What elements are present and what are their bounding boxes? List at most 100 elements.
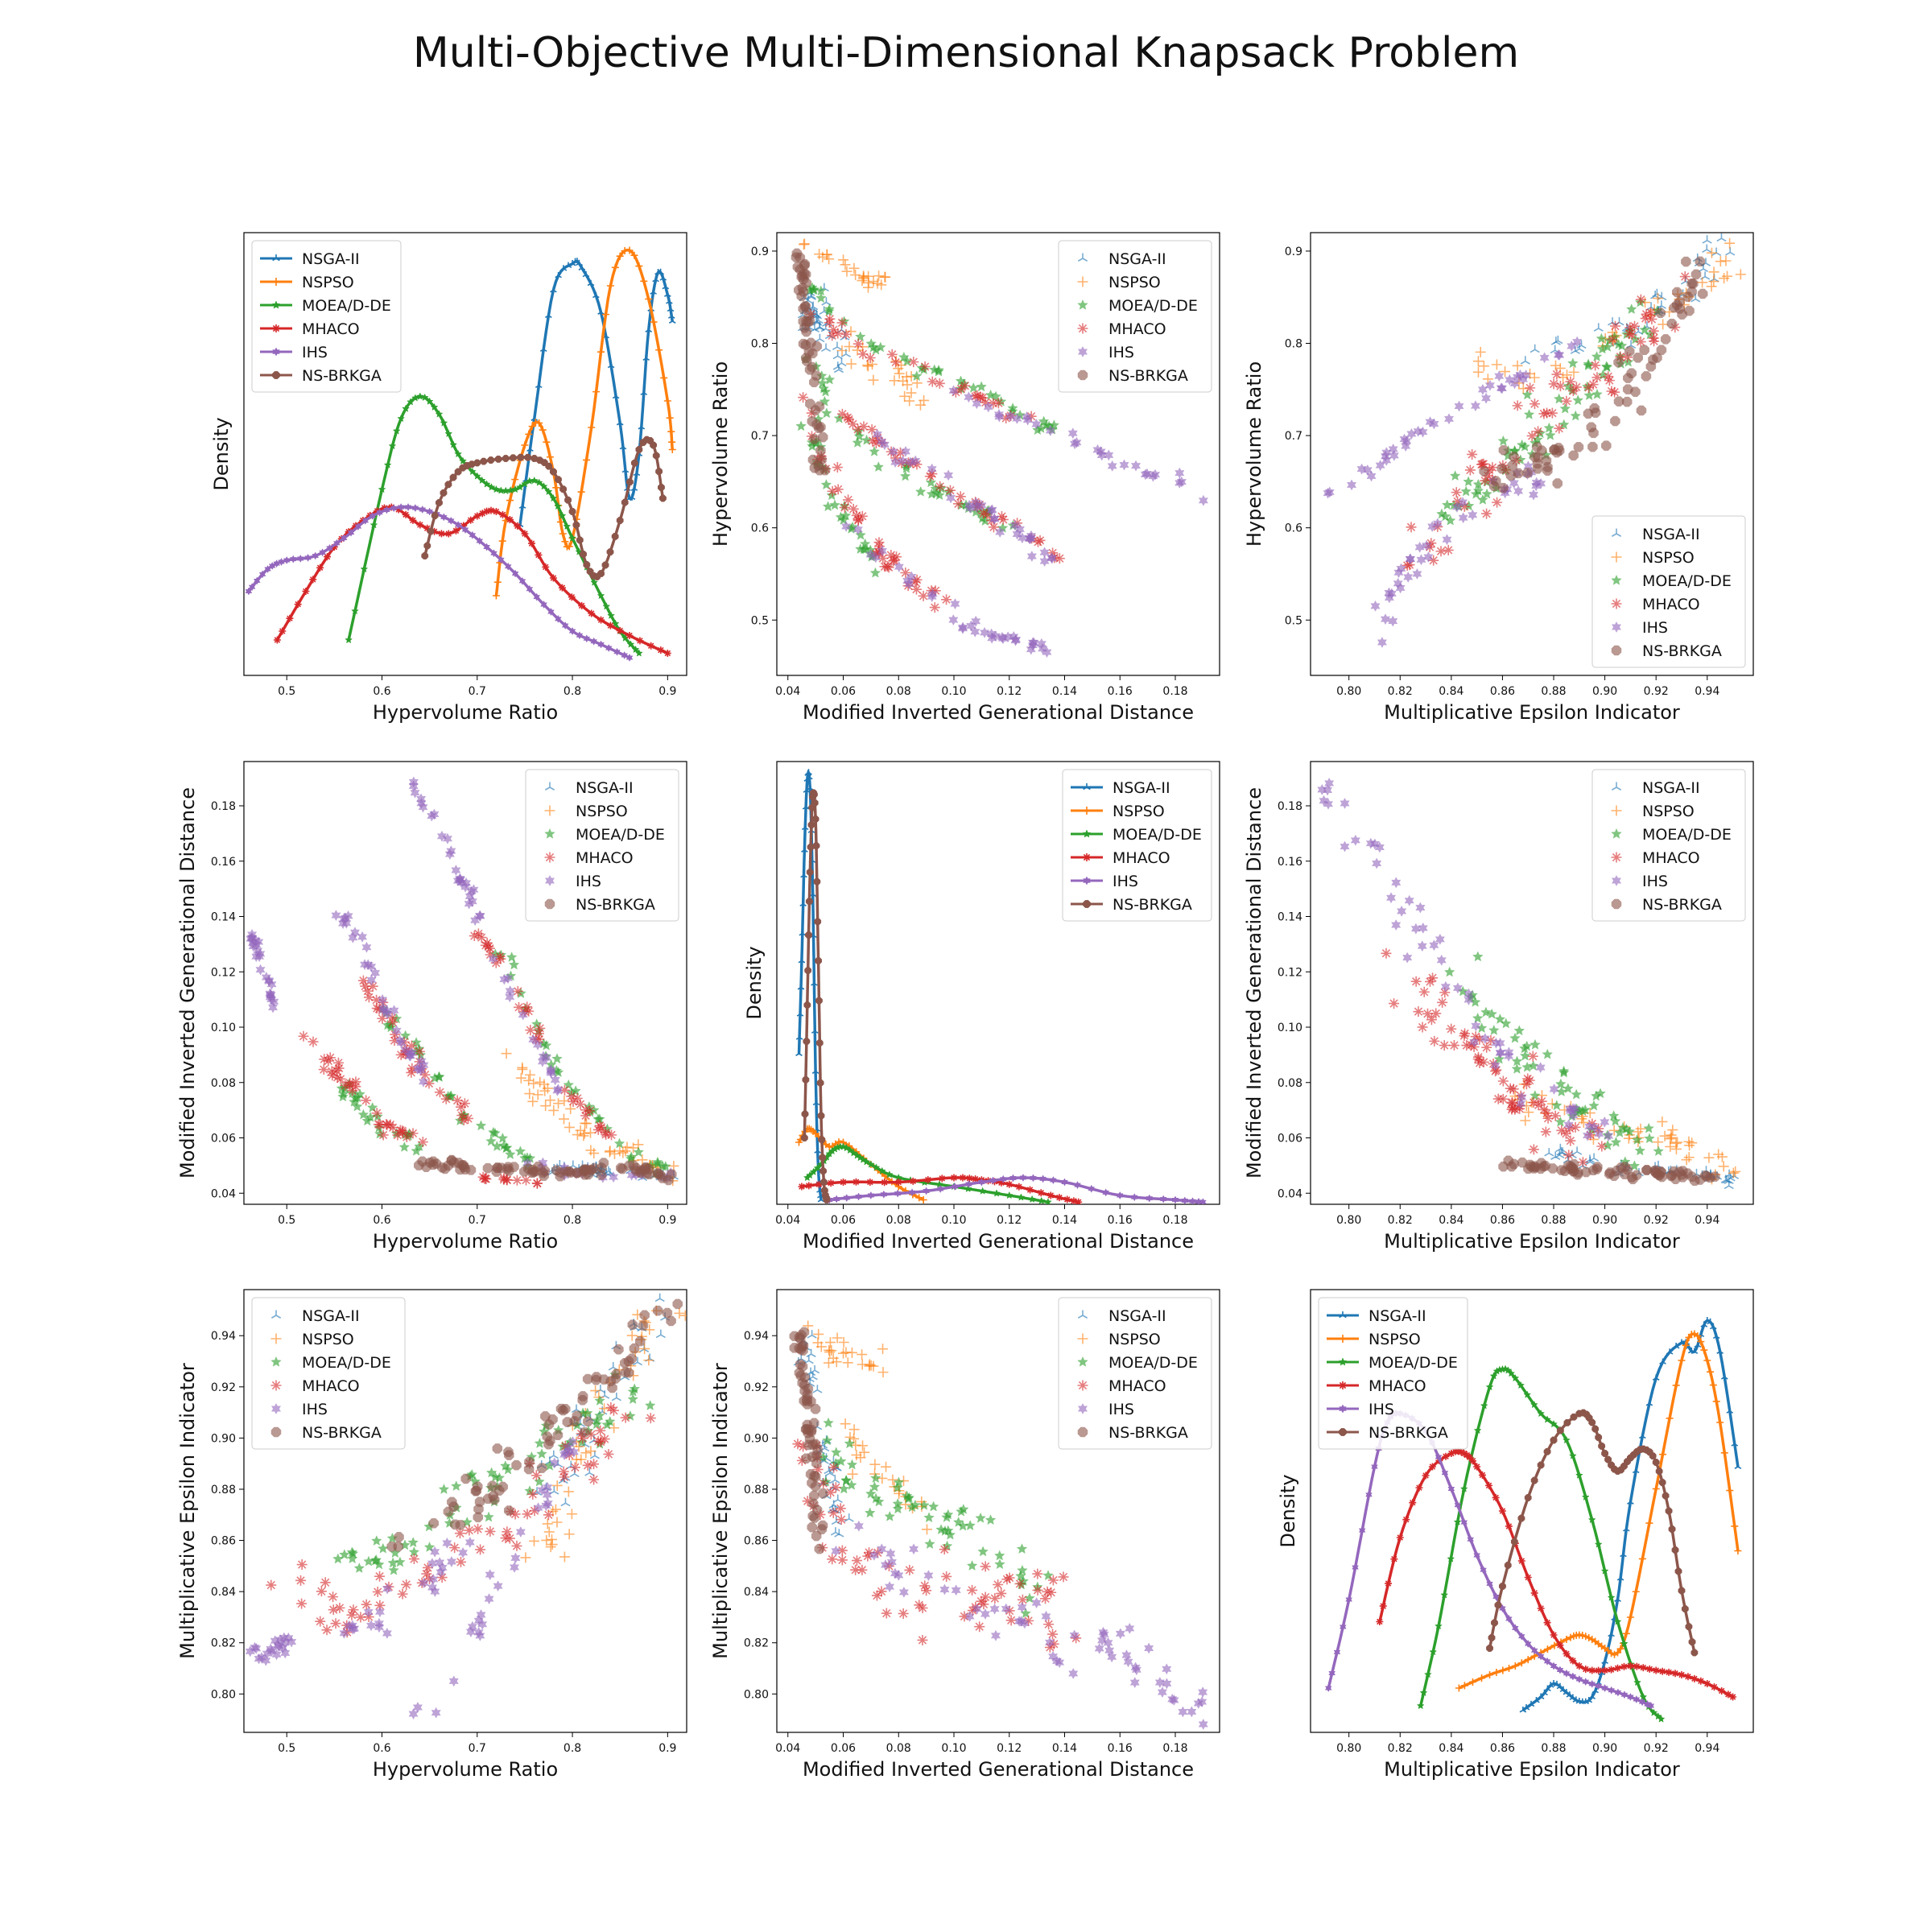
scatter-point-ihs	[410, 786, 420, 799]
curve-marker-nsga-ii	[659, 275, 667, 281]
scatter-point-ihs	[853, 1520, 864, 1532]
curve-marker-nsga-ii	[545, 312, 552, 319]
curve-marker-nspso	[915, 1194, 923, 1202]
curve-marker-ihs	[447, 516, 455, 525]
scatter-point-nspso	[1491, 359, 1502, 370]
curve-marker-mhaco	[909, 1177, 917, 1185]
scatter-point-ihs	[1340, 840, 1350, 852]
scatter-point-ns-brkga	[627, 1319, 638, 1330]
scatter-point-mhaco	[798, 1441, 809, 1452]
scatter-point-nspso	[840, 1418, 851, 1430]
scatter-point-mhaco	[377, 1013, 388, 1024]
scatter-point-ihs	[1096, 1634, 1108, 1646]
scatter-point-ihs	[900, 445, 911, 457]
curve-marker-moea-d-de	[411, 394, 419, 402]
scatter-point-nspso	[867, 359, 878, 370]
legend-marker-mhaco	[1339, 1381, 1347, 1389]
scatter-point-mhaco	[836, 317, 848, 328]
curve-marker-ihs	[923, 1187, 930, 1195]
scatter-point-ns-brkga	[811, 1530, 822, 1542]
curve-marker-nspso	[640, 277, 648, 285]
curve-marker-nspso	[1734, 1547, 1742, 1554]
curve-marker-ns-brkga	[1681, 1605, 1689, 1613]
scatter-point-ihs	[365, 1620, 377, 1632]
scatter-point-mhaco	[533, 1028, 544, 1039]
scatter-point-mhaco	[382, 1119, 393, 1130]
y-tick-label: 0.10	[1278, 1022, 1302, 1034]
curve-marker-nspso	[1703, 1356, 1711, 1364]
scatter-point-mhaco	[1058, 1571, 1069, 1583]
scatter-point-ns-brkga	[810, 405, 821, 415]
scatter-point-mhaco	[972, 390, 983, 401]
scatter-point-moea-d-de	[1516, 439, 1528, 450]
curve-marker-ihs	[461, 525, 469, 535]
scatter-point-mhaco	[485, 1525, 496, 1537]
scatter-point-mhaco	[392, 1129, 403, 1141]
scatter-point-moea-d-de	[855, 529, 866, 540]
scatter-point-mhaco	[836, 408, 848, 419]
scatter-point-ihs	[1365, 837, 1376, 849]
scatter-point-ns-brkga	[799, 1395, 810, 1406]
curve-marker-ihs	[1130, 1193, 1138, 1202]
scatter-point-ihs	[337, 918, 349, 930]
scatter-point-mhaco	[582, 1459, 593, 1471]
scatter-point-ihs	[1340, 797, 1350, 810]
curve-marker-mhaco	[1466, 1453, 1474, 1461]
scatter-point-ihs	[1370, 600, 1381, 612]
scatter-point-mhaco	[1071, 1633, 1082, 1644]
scatter-point-nspso	[872, 278, 883, 289]
panel-r3c2: 0.04 0.06 0.08 0.10 0.12 0.14 0.16 0.180.800.82…	[709, 1289, 1220, 1781]
x-tick-label: 0.12	[997, 1742, 1022, 1755]
scatter-point-ns-brkga	[801, 1453, 811, 1463]
curve-marker-nsga-ii	[814, 1147, 822, 1154]
curve-marker-mhaco	[663, 650, 671, 657]
curve-marker-ihs	[332, 539, 341, 547]
scatter-point-mhaco	[873, 537, 885, 548]
curve-marker-ns-brkga	[820, 1179, 828, 1186]
scatter-point-mhaco	[559, 1084, 570, 1096]
y-axis-label: Hypervolume Ratio	[1243, 361, 1265, 547]
scatter-point-mhaco	[458, 1115, 469, 1126]
scatter-point-ihs	[1129, 1677, 1140, 1689]
legend-marker-nsga-ii	[1611, 782, 1622, 791]
scatter-point-mhaco	[401, 1131, 412, 1142]
curve-marker-mhaco	[1473, 1463, 1481, 1471]
curve-marker-ihs	[296, 554, 304, 563]
x-tick-label: 0.86	[1490, 1742, 1515, 1755]
curve-marker-ihs	[258, 570, 266, 579]
y-tick-label: 0.88	[744, 1484, 769, 1496]
curve-marker-mhaco	[452, 526, 460, 535]
scatter-point-mhaco	[530, 1470, 542, 1481]
scatter-point-mhaco	[315, 1616, 326, 1627]
y-axis-label: Density	[1277, 1474, 1299, 1547]
scatter-point-mhaco	[955, 491, 966, 502]
curve-marker-ns-brkga	[1674, 1567, 1682, 1575]
scatter-point-mhaco	[929, 602, 940, 613]
plot-marks	[789, 1320, 1208, 1730]
x-tick-label: 0.18	[1162, 1742, 1187, 1755]
scatter-point-ns-brkga	[1660, 334, 1671, 345]
curve-marker-mhaco	[1550, 1631, 1558, 1639]
curve-marker-nsga-ii	[799, 930, 807, 936]
curve-marker-ns-brkga	[530, 455, 539, 462]
panel-r2c3: 0.80 0.82 0.84 0.86 0.88 0.90 0.92 0.940.040.06…	[1243, 761, 1754, 1253]
curve-marker-nsga-ii	[1712, 1332, 1720, 1340]
scatter-point-moea-d-de	[1588, 1100, 1600, 1111]
scatter-point-mhaco	[326, 1066, 337, 1077]
scatter-point-mhaco	[456, 1556, 467, 1567]
curve-marker-moea-d-de	[885, 1170, 894, 1179]
scatter-point-nspso	[838, 1337, 849, 1348]
curve-marker-ihs	[1447, 1484, 1455, 1493]
legend-marker-nspso	[1077, 276, 1088, 287]
curve-marker-ihs	[1159, 1195, 1167, 1203]
scatter-point-mhaco	[870, 438, 881, 449]
scatter-point-moea-d-de	[873, 1496, 885, 1507]
curve-marker-mhaco	[894, 1179, 902, 1186]
scatter-point-ihs	[488, 953, 498, 965]
scatter-point-mhaco	[1648, 332, 1659, 344]
scatter-point-mhaco	[1428, 555, 1439, 566]
scatter-point-mhaco	[483, 941, 494, 952]
scatter-point-mhaco	[367, 980, 378, 992]
legend-box	[251, 1297, 406, 1450]
curve-marker-ns-brkga	[813, 877, 821, 886]
